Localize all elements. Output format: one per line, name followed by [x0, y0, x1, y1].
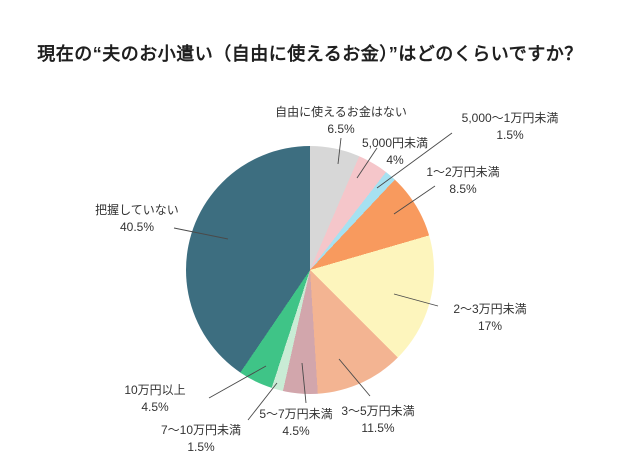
slice-label-pct: 4.5%: [141, 400, 169, 414]
slice-label-under-5000: 5,000円未満 4%: [362, 135, 428, 169]
slice-label-20k-to-30k: 2〜3万円未満 17%: [453, 301, 526, 335]
slice-label-text: 5〜7万円未満: [259, 407, 333, 421]
slice-label-text: 1〜2万円未満: [426, 165, 500, 179]
slice-label-unknown: 把握していない 40.5%: [95, 202, 179, 236]
slice-label-text: 7〜10万円未満: [160, 423, 242, 437]
slice-label-30k-to-50k: 3〜5万円未満 11.5%: [341, 403, 414, 437]
slice-label-over-100k: 10万円以上 4.5%: [124, 382, 185, 416]
slice-label-text: 5,000〜1万円未満: [461, 111, 559, 125]
slice-label-text: 把握していない: [95, 203, 179, 217]
slice-label-10k-to-20k: 1〜2万円未満 8.5%: [426, 164, 499, 198]
slice-label-pct: 4.5%: [282, 424, 310, 438]
slice-label-70k-to-100k: 7〜10万円未満 1.5%: [161, 422, 241, 456]
slice-label-text: 10万円以上: [124, 383, 186, 397]
pie-chart: [186, 146, 434, 394]
slice-label-pct: 4%: [386, 153, 404, 167]
slice-label-no-free-money: 自由に使えるお金はない 6.5%: [275, 104, 407, 138]
slice-label-pct: 17%: [477, 319, 503, 333]
slice-label-text: 3〜5万円未満: [341, 404, 415, 418]
slice-label-pct: 11.5%: [361, 421, 395, 435]
slice-label-text: 5,000円未満: [361, 136, 429, 150]
slice-label-pct: 8.5%: [449, 182, 477, 196]
chart-title: 現在の“夫のお小遣い（自由に使えるお金）”はどのくらいですか？: [37, 44, 583, 64]
slice-label-pct: 1.5%: [496, 128, 524, 142]
slice-label-pct: 6.5%: [327, 122, 355, 136]
slice-label-pct: 40.5%: [119, 220, 155, 234]
slice-label-text: 2〜3万円未満: [453, 302, 527, 316]
slice-label-5000-to-10k: 5,000〜1万円未満 1.5%: [462, 110, 559, 144]
slice-label-text: 自由に使えるお金はない: [275, 105, 407, 119]
slice-label-50k-to-70k: 5〜7万円未満 4.5%: [259, 406, 332, 440]
slice-label-pct: 1.5%: [187, 440, 215, 454]
